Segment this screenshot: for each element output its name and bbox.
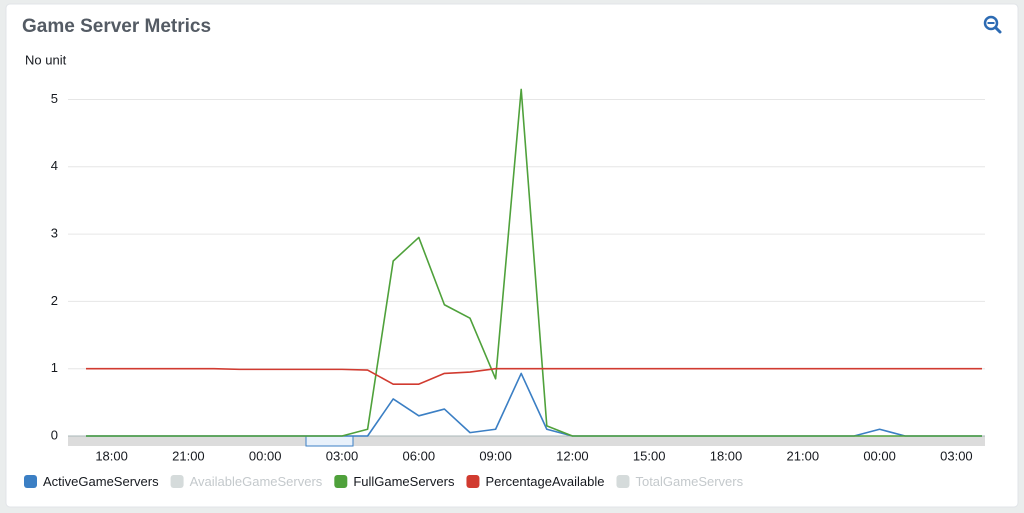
x-tick-label: 00:00 <box>863 448 896 463</box>
x-tick-label: 21:00 <box>172 448 205 463</box>
series-line <box>86 88 982 437</box>
x-tick-label: 00:00 <box>249 448 282 463</box>
legend-swatch <box>24 475 37 488</box>
zoom-handle[interactable] <box>994 26 1002 34</box>
legend-label: FullGameServers <box>353 474 455 489</box>
chart-title: Game Server Metrics <box>22 16 211 37</box>
x-tick-label: 12:00 <box>556 448 589 463</box>
legend-swatch <box>616 475 630 488</box>
panel <box>5 3 1019 508</box>
legend-swatch <box>170 475 184 488</box>
y-axis-label: No unit <box>25 52 67 67</box>
legend-label: PercentageAvailable <box>485 474 604 489</box>
zoom-button[interactable] <box>983 15 1002 34</box>
legend-label: ActiveGameServers <box>43 474 159 489</box>
y-tick-label: 3 <box>51 226 58 241</box>
y-tick-label: 2 <box>51 293 58 308</box>
legend-item[interactable]: PercentageAvailable <box>466 474 604 489</box>
navigator-window[interactable] <box>305 435 354 447</box>
legend-label: TotalGameServers <box>635 474 743 489</box>
legend-swatch <box>466 475 480 488</box>
y-tick-label: 1 <box>51 360 58 375</box>
legend-item[interactable]: AvailableGameServers <box>170 474 323 489</box>
legend-label: AvailableGameServers <box>190 474 323 489</box>
x-tick-label: 06:00 <box>403 448 436 463</box>
x-tick-label: 15:00 <box>633 448 666 463</box>
series-line <box>86 367 982 385</box>
x-tick-label: 09:00 <box>479 448 512 463</box>
zoom-icon[interactable] <box>983 15 999 31</box>
navigator[interactable] <box>68 436 985 446</box>
legend-item[interactable]: FullGameServers <box>334 474 455 489</box>
x-tick-label: 18:00 <box>95 448 128 463</box>
x-tick-label: 03:00 <box>940 448 973 463</box>
y-tick-label: 5 <box>51 91 58 106</box>
legend-item[interactable]: ActiveGameServers <box>24 474 159 489</box>
legend-swatch <box>334 475 348 488</box>
x-tick-label: 18:00 <box>710 448 743 463</box>
y-tick-label: 4 <box>51 158 58 173</box>
x-tick-label: 03:00 <box>326 448 359 463</box>
y-tick-label: 0 <box>51 427 58 442</box>
legend-item[interactable]: TotalGameServers <box>616 474 744 489</box>
x-tick-label: 21:00 <box>787 448 820 463</box>
